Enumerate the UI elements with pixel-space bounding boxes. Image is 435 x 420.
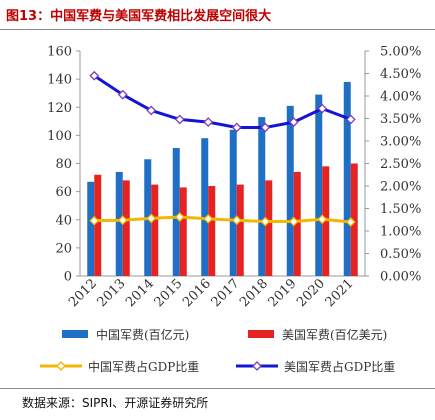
china-spending-bar	[286, 105, 294, 276]
legend-swatch	[62, 330, 88, 338]
us-spending-bar	[208, 186, 216, 276]
x-tick-label: 2017	[209, 276, 243, 310]
us-spending-bar	[236, 184, 244, 276]
china-spending-bar	[115, 171, 123, 276]
left-tick-label: 140	[47, 73, 72, 88]
us-gdp-share-point	[89, 70, 100, 81]
us-gdp-share-point	[260, 122, 271, 133]
china-spending-bar	[87, 181, 95, 276]
source-note: 数据来源：SIPRI、开源证券研究所	[22, 396, 209, 410]
us-spending-bar	[322, 166, 330, 276]
right-tick-label: 3.50%	[380, 112, 421, 127]
china-gdp-share-point	[174, 212, 185, 222]
china-gdp-share-point	[117, 215, 128, 226]
us-gdp-share-point	[174, 114, 185, 125]
x-tick-label: 2015	[152, 276, 186, 310]
right-tick-label: 2.00%	[380, 180, 421, 195]
x-tick-label: 2014	[123, 276, 157, 310]
left-tick-label: 20	[55, 241, 72, 256]
china-gdp-share-point	[317, 214, 328, 225]
bar-series	[87, 81, 358, 276]
right-tick-label: 0.00%	[380, 270, 421, 285]
right-tick-label: 2.50%	[380, 157, 421, 172]
right-tick-label: 0.50%	[380, 247, 421, 262]
us-spending-bar	[293, 171, 301, 276]
us-spending-bar	[265, 180, 273, 276]
legend-swatch	[248, 330, 274, 338]
right-tick-label: 4.50%	[380, 67, 421, 82]
china-gdp-share-point	[345, 217, 356, 227]
china-spending-bar	[172, 148, 180, 276]
left-tick-label: 160	[47, 45, 72, 60]
right-tick-label: 1.00%	[380, 225, 421, 240]
china-gdp-share-point	[231, 215, 242, 226]
legend-marker	[56, 361, 66, 371]
left-tick-label: 60	[55, 185, 72, 200]
right-tick-label: 3.00%	[380, 135, 421, 150]
left-tick-label: 100	[47, 129, 72, 144]
line-series	[89, 70, 356, 227]
us-spending-bar	[179, 187, 187, 276]
us-spending-bar	[122, 180, 130, 276]
china-gdp-share-point	[89, 215, 100, 226]
china-spending-bar	[343, 81, 351, 276]
legend-label: 美国军费占GDP比重	[284, 359, 395, 374]
legend-label: 中国军费(百亿元)	[96, 327, 189, 342]
china-gdp-share-point	[260, 216, 271, 227]
title-divider	[0, 29, 435, 30]
china-spending-bar	[315, 94, 323, 276]
left-tick-label: 120	[47, 101, 72, 116]
us-gdp-share-point	[117, 89, 128, 100]
legend-label: 美国军费(百亿美元)	[282, 327, 387, 342]
china-gdp-share-line	[94, 215, 351, 224]
left-tick-label: 40	[55, 213, 72, 228]
us-gdp-share-point	[203, 117, 214, 128]
right-tick-label: 4.00%	[380, 90, 421, 105]
china-gdp-share-point	[203, 213, 214, 224]
us-spending-bar	[350, 163, 358, 276]
china-gdp-share-point	[288, 216, 299, 227]
legend-label: 中国军费占GDP比重	[88, 359, 199, 374]
source-divider	[0, 388, 435, 389]
us-gdp-share-point	[317, 103, 328, 114]
left-tick-label: 80	[55, 157, 72, 172]
us-spending-bar	[94, 174, 102, 276]
us-gdp-share-point	[288, 117, 299, 128]
figure-title: 图13：中国军费与美国军费相比发展空间很大	[6, 9, 272, 24]
us-gdp-share-line	[93, 74, 352, 129]
chart-legend: 中国军费(百亿元) 美国军费(百亿美元) 中国军费占GDP比重 美国军费占GDP比重	[40, 327, 395, 374]
x-tick-label: 2019	[266, 276, 300, 310]
right-tick-label: 1.50%	[380, 202, 421, 217]
china-spending-bar	[201, 138, 209, 276]
us-gdp-share-point	[345, 114, 356, 125]
left-tick-label: 0	[64, 270, 72, 285]
us-spending-bar	[151, 184, 159, 276]
left-y-axis: 0 20 40 60 80 100 120 140 160	[47, 45, 81, 285]
dual-axis-chart: 0 20 40 60 80 100 120 140 160 0.00% 0.50% 1.00% 1.5…	[40, 45, 421, 374]
x-tick-label: 2016	[180, 276, 214, 310]
x-tick-label: 2021	[323, 276, 357, 310]
x-tick-label: 2018	[237, 276, 271, 310]
x-tick-label: 2013	[95, 276, 129, 310]
right-y-axis: 0.00% 0.50% 1.00% 1.50% 2.00% 2.50% 3.00% 3.50%…	[364, 45, 421, 285]
china-spending-bar	[258, 117, 266, 276]
x-tick-label: 2020	[294, 276, 328, 310]
china-spending-bar	[229, 129, 237, 276]
us-gdp-share-point	[146, 105, 157, 116]
us-gdp-share-point	[231, 122, 242, 133]
china-gdp-share-point	[146, 213, 157, 224]
legend-marker	[252, 361, 262, 371]
right-tick-label: 5.00%	[380, 45, 421, 60]
